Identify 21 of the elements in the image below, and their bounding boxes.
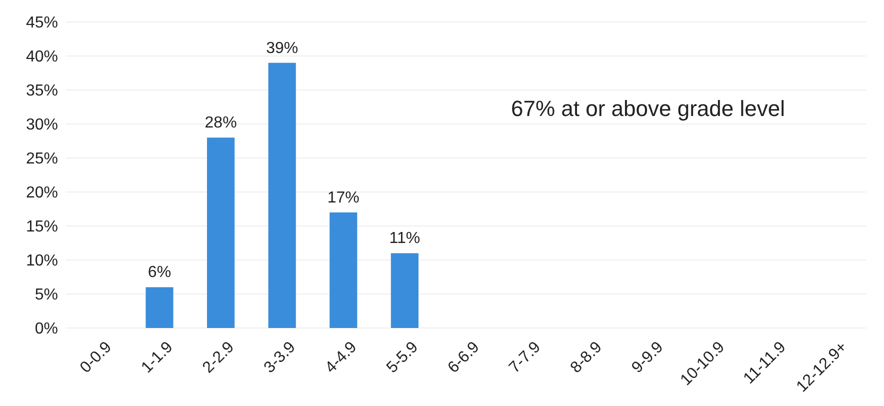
y-tick-label: 10% bbox=[26, 252, 58, 270]
y-tick-label: 20% bbox=[26, 184, 58, 202]
y-tick-label: 40% bbox=[26, 48, 58, 66]
bar bbox=[330, 212, 358, 328]
data-label: 28% bbox=[204, 114, 237, 132]
y-tick-label: 15% bbox=[26, 218, 58, 236]
bar bbox=[268, 62, 296, 328]
data-label: 11% bbox=[389, 230, 420, 248]
bar bbox=[390, 253, 418, 328]
data-label: 6% bbox=[148, 264, 172, 282]
y-tick-label: 45% bbox=[26, 14, 58, 32]
y-tick-label: 35% bbox=[26, 82, 58, 100]
y-tick-label: 25% bbox=[26, 150, 58, 168]
data-label: 39% bbox=[266, 40, 298, 57]
y-tick-label: 5% bbox=[34, 286, 58, 304]
y-tick-label: 0% bbox=[34, 320, 58, 338]
bar bbox=[146, 287, 174, 328]
y-tick-label: 30% bbox=[26, 116, 58, 134]
annotation: 67% at or above grade level bbox=[511, 96, 785, 121]
data-label: 17% bbox=[327, 189, 360, 206]
bar bbox=[206, 138, 235, 328]
